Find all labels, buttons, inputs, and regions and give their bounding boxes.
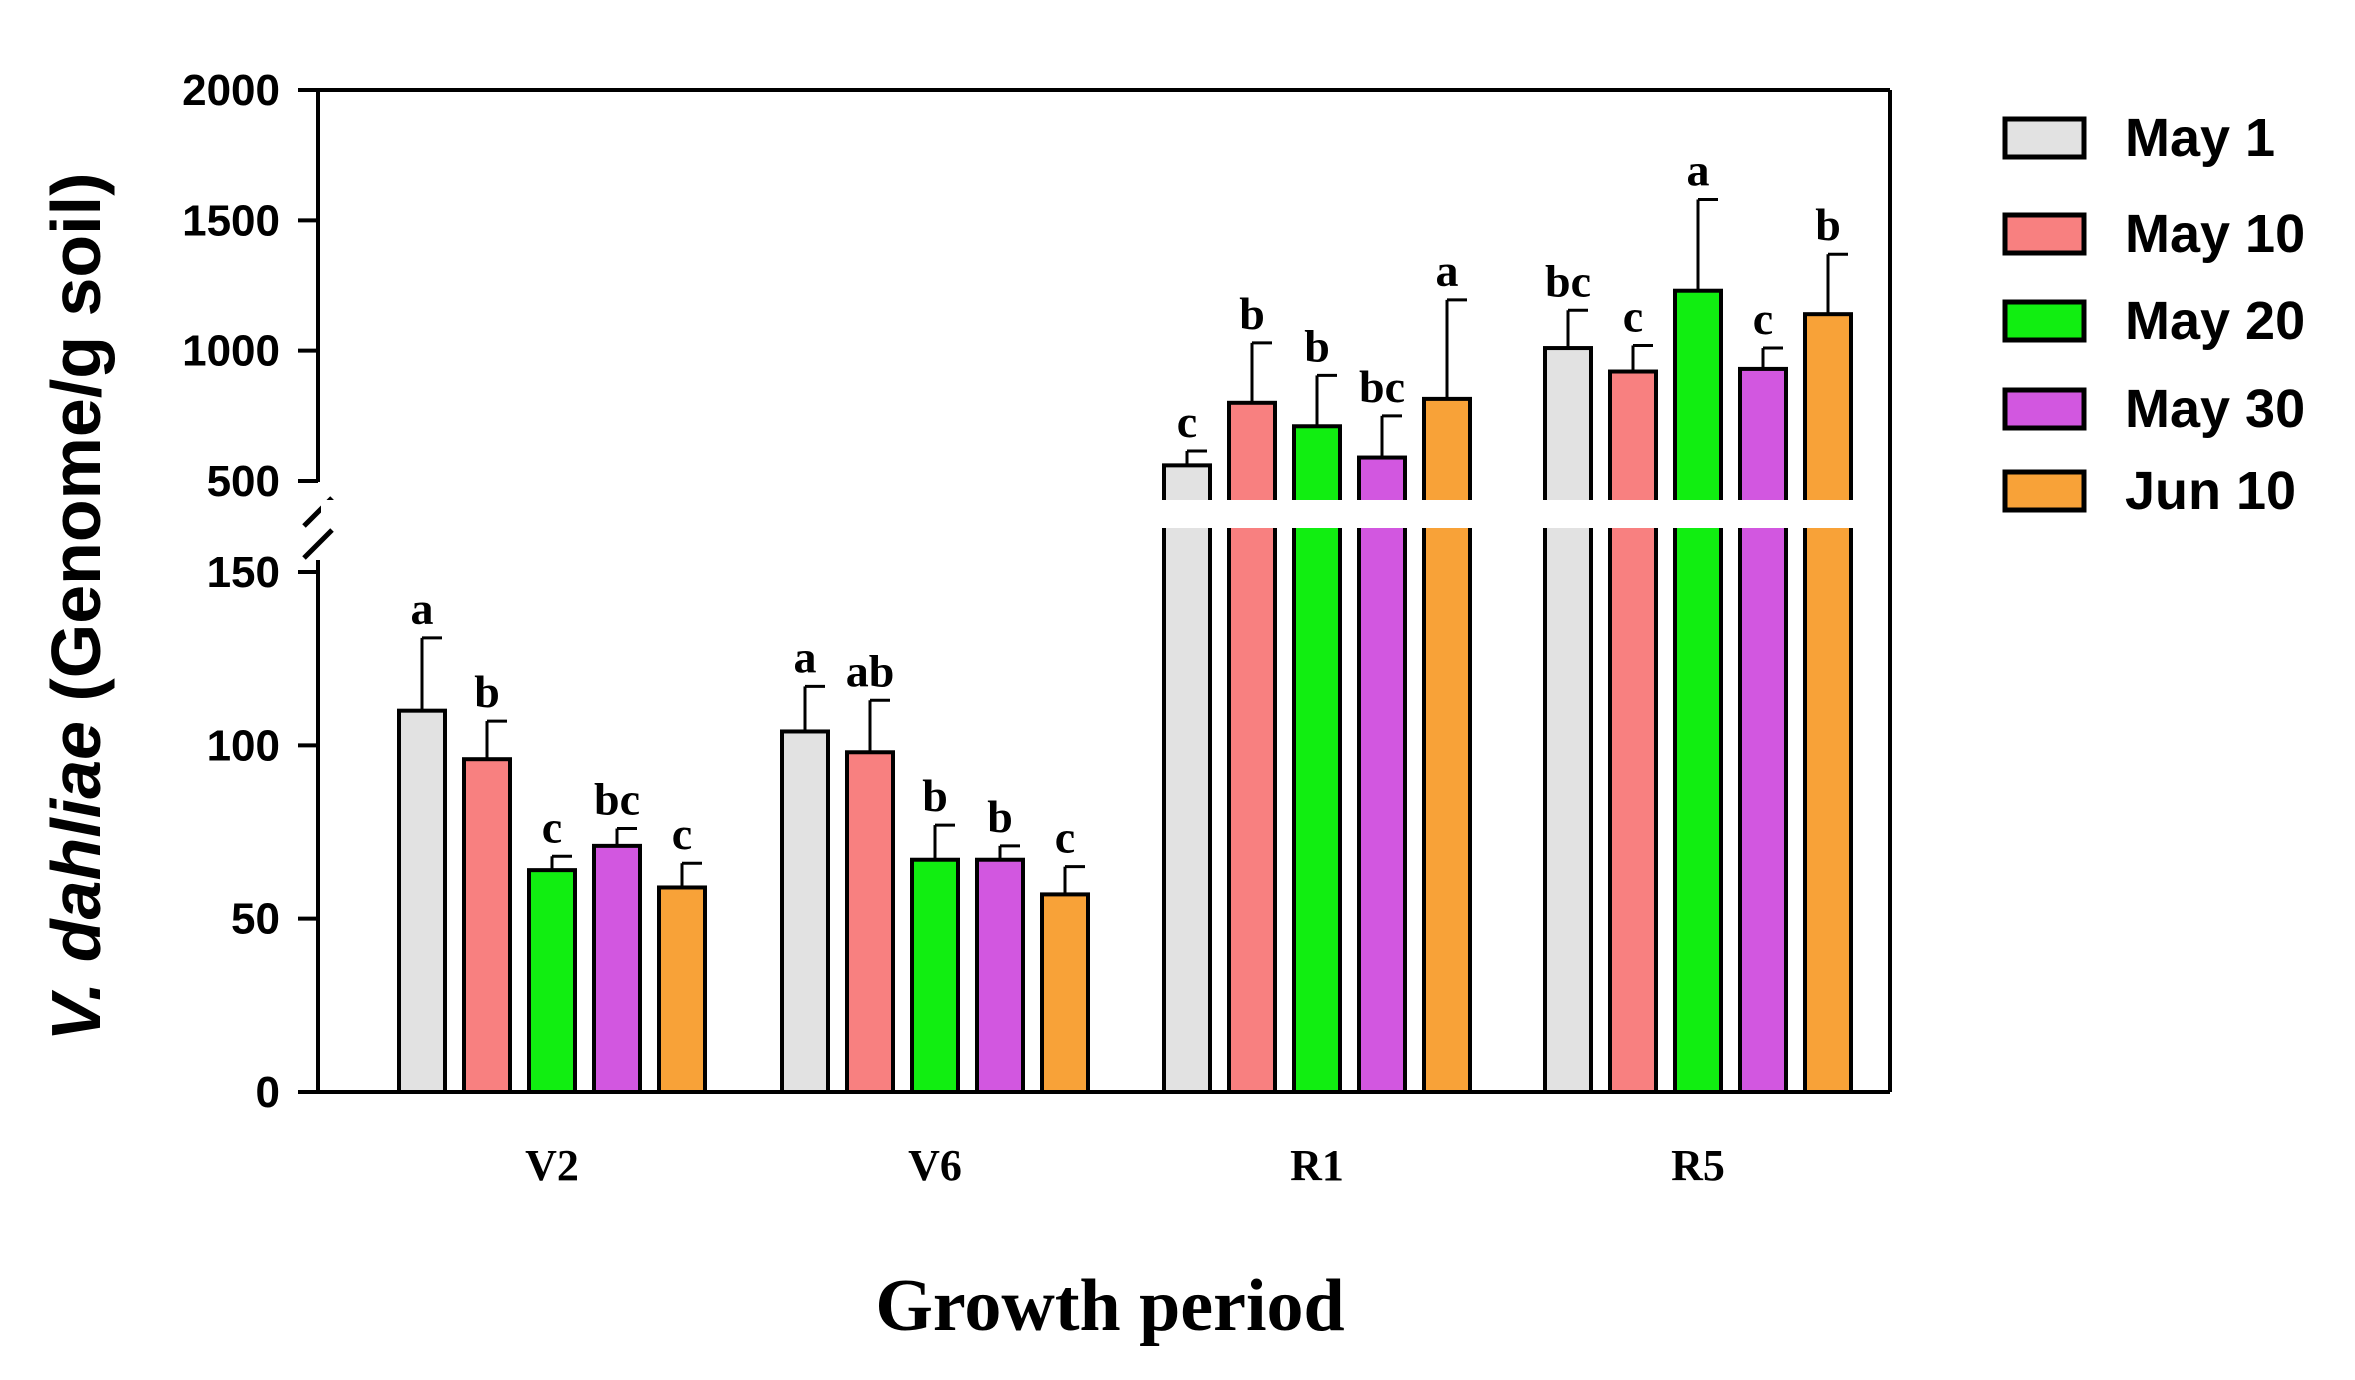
significance-letter: c: [1623, 290, 1643, 341]
bar-v6-jun-10: [1040, 892, 1090, 1095]
axis-break-mark: [302, 528, 334, 560]
significance-letter: c: [1055, 812, 1075, 863]
y-axis-title: V. dahliae (Genome/g soil): [37, 173, 115, 1042]
legend-label: May 20: [2125, 291, 2305, 351]
significance-letter: b: [1304, 320, 1330, 371]
bar-r1-may-30: [1357, 455, 1407, 1095]
bar-r5-may-20: [1673, 288, 1723, 1095]
significance-letter: c: [1753, 293, 1773, 344]
y-tick-label: 0: [256, 1068, 280, 1117]
y-axis-title-unit: (Genome/g soil): [37, 173, 115, 721]
significance-letter: bc: [1359, 361, 1405, 412]
legend-swatch: [2002, 469, 2087, 513]
significance-letter: c: [1177, 396, 1197, 447]
bar-v2-jun-10: [657, 885, 707, 1095]
significance-letter: bc: [1545, 255, 1591, 306]
legend-swatch: [2002, 299, 2087, 343]
bar-r1-may-1: [1162, 463, 1212, 1094]
y-tick-label: 500: [207, 457, 280, 506]
x-category-label: R5: [1671, 1141, 1725, 1190]
legend-label: Jun 10: [2125, 461, 2296, 521]
significance-letter: ab: [846, 645, 895, 696]
legend-swatch: [2002, 116, 2087, 160]
legend-swatch: [2002, 387, 2087, 431]
bar-v2-may-30: [592, 843, 642, 1094]
legend-label: May 10: [2125, 204, 2305, 264]
significance-letter: b: [1239, 288, 1265, 339]
bar-v2-may-1: [397, 708, 447, 1095]
bar-r5-jun-10: [1803, 312, 1853, 1094]
significance-letter: c: [672, 808, 692, 859]
y-tick-label: 150: [207, 548, 280, 597]
y-tick-label: 1500: [182, 196, 280, 245]
bar-r5-may-10: [1608, 369, 1658, 1094]
significance-letter: b: [1815, 199, 1841, 250]
significance-letter: bc: [594, 774, 640, 825]
y-tick-label: 100: [207, 721, 280, 770]
x-category-label: R1: [1290, 1141, 1344, 1190]
bar-r1-may-20: [1292, 424, 1342, 1094]
x-category-label: V2: [525, 1141, 579, 1190]
bar-v6-may-20: [910, 857, 960, 1094]
bar-v6-may-1: [780, 729, 830, 1094]
x-axis-title: Growth period: [875, 1265, 1344, 1347]
significance-letter: a: [1687, 144, 1710, 195]
bar-r5-may-1: [1543, 346, 1593, 1094]
significance-letter: a: [1436, 245, 1459, 296]
y-tick-label: 1000: [182, 327, 280, 376]
bar-v2-may-20: [527, 868, 577, 1095]
significance-letter: a: [411, 583, 434, 634]
axis-break-gap: [321, 500, 1888, 528]
bar-r5-may-30: [1738, 366, 1788, 1094]
significance-letter: b: [474, 666, 500, 717]
significance-letter: c: [542, 801, 562, 852]
bar-v2-may-10: [462, 757, 512, 1094]
y-tick-label: 50: [231, 895, 280, 944]
bar-v6-may-10: [845, 750, 895, 1094]
x-category-label: V6: [908, 1141, 962, 1190]
significance-letter: b: [922, 770, 948, 821]
y-axis-title-species: V. dahliae: [37, 721, 115, 1041]
legend-label: May 30: [2125, 379, 2305, 439]
legend: May 1 May 10 May 20 May 30 Jun 10: [2002, 108, 2305, 521]
significance-letter: a: [794, 631, 817, 682]
bar-v6-may-30: [975, 857, 1025, 1094]
y-tick-label: 2000: [182, 66, 280, 115]
legend-swatch: [2002, 212, 2087, 256]
significance-letter: b: [987, 791, 1013, 842]
legend-label: May 1: [2125, 108, 2275, 168]
